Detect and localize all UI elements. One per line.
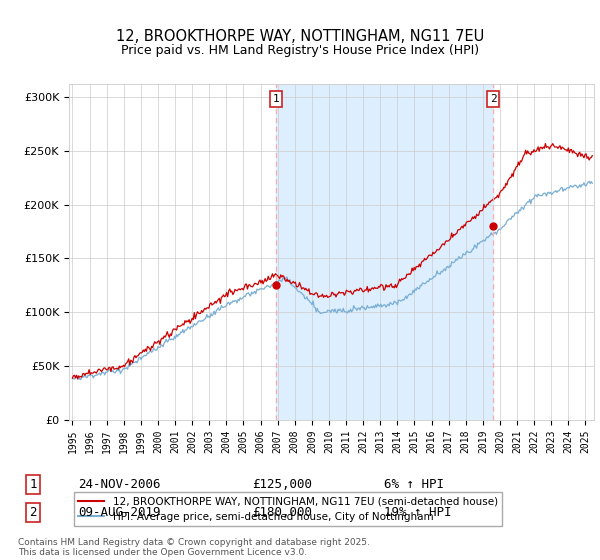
Text: 6% ↑ HPI: 6% ↑ HPI — [384, 478, 444, 491]
Text: £125,000: £125,000 — [252, 478, 312, 491]
Text: Price paid vs. HM Land Registry's House Price Index (HPI): Price paid vs. HM Land Registry's House … — [121, 44, 479, 57]
Legend: 12, BROOKTHORPE WAY, NOTTINGHAM, NG11 7EU (semi-detached house), HPI: Average pr: 12, BROOKTHORPE WAY, NOTTINGHAM, NG11 7E… — [74, 492, 502, 526]
Text: 24-NOV-2006: 24-NOV-2006 — [78, 478, 161, 491]
Text: 2: 2 — [490, 94, 496, 104]
Text: 1: 1 — [272, 94, 279, 104]
Text: 2: 2 — [29, 506, 37, 519]
Text: Contains HM Land Registry data © Crown copyright and database right 2025.
This d: Contains HM Land Registry data © Crown c… — [18, 538, 370, 557]
Text: 09-AUG-2019: 09-AUG-2019 — [78, 506, 161, 519]
Text: £180,000: £180,000 — [252, 506, 312, 519]
Text: 12, BROOKTHORPE WAY, NOTTINGHAM, NG11 7EU: 12, BROOKTHORPE WAY, NOTTINGHAM, NG11 7E… — [116, 29, 484, 44]
Text: 19% ↑ HPI: 19% ↑ HPI — [384, 506, 452, 519]
Text: 1: 1 — [29, 478, 37, 491]
Bar — [276, 84, 493, 420]
